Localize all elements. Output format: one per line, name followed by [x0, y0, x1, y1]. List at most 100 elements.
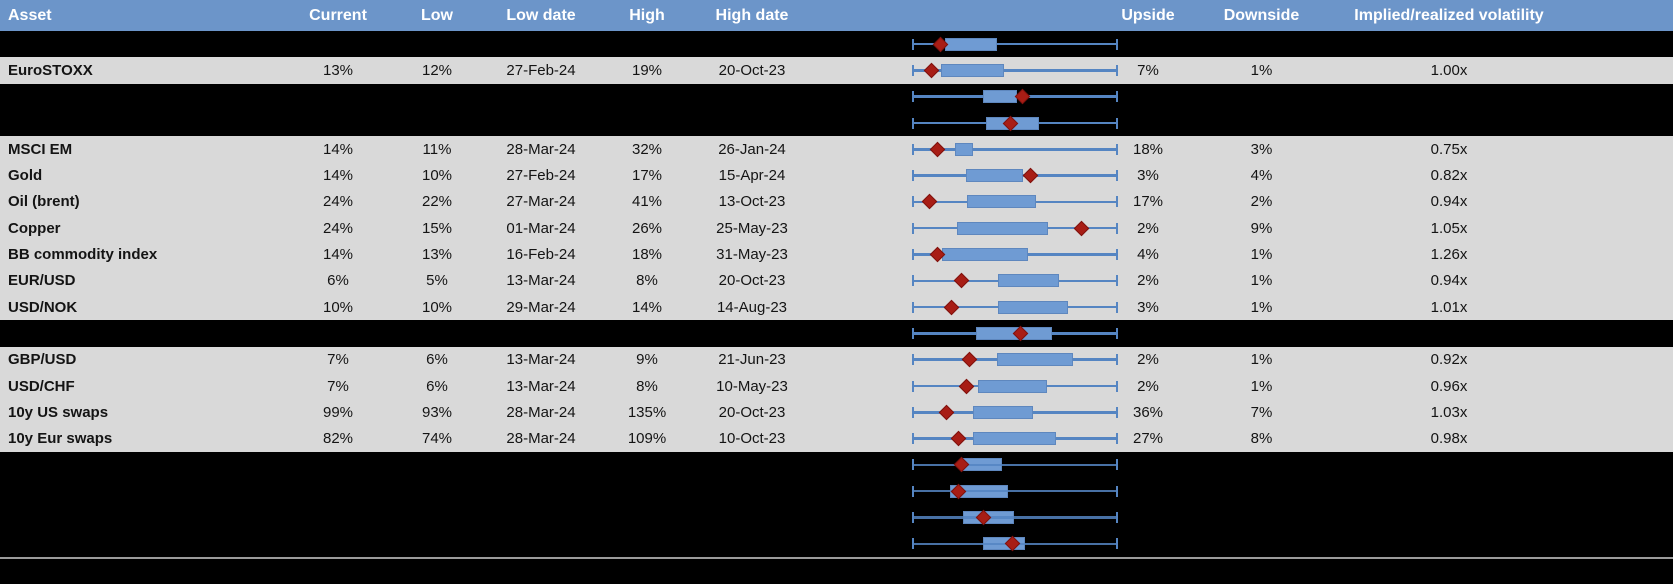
upside-cell: 3%	[1137, 167, 1159, 185]
whisker-cap-right	[1115, 143, 1119, 155]
current-marker-diamond	[929, 141, 945, 158]
whisker-cap-right	[1115, 64, 1119, 76]
table-header: Asset Current Low Low date High High dat…	[0, 0, 1673, 31]
downside-cell: 3%	[1250, 140, 1273, 158]
range-box	[998, 300, 1069, 314]
range-plot	[798, 504, 1119, 530]
whisker-cap-right	[1115, 485, 1119, 497]
whisker-cap-left	[911, 511, 915, 523]
header-high-date: High date	[715, 6, 789, 24]
low-date-cell: 27-Feb-24	[506, 167, 576, 185]
current-cell: 24%	[322, 193, 354, 211]
table-row: BB commodity index 14% 13% 16-Feb-24 18%…	[0, 241, 1673, 268]
range-plot	[798, 294, 1119, 320]
range-plot	[798, 189, 1119, 215]
high-cell: 8%	[636, 272, 658, 290]
range-box	[978, 379, 1047, 393]
header-downside: Downside	[1223, 6, 1300, 24]
range-plot	[798, 136, 1119, 162]
table-row: EuroSTOXX 13% 12% 27-Feb-24 19% 20-Oct-2…	[0, 57, 1673, 84]
current-marker-diamond	[944, 299, 960, 315]
range-plot	[798, 268, 1119, 294]
current-marker-diamond	[938, 404, 954, 421]
high-date-cell: 31-May-23	[716, 246, 788, 264]
low-date-cell: 28-Mar-24	[506, 403, 576, 421]
upside-cell: 27%	[1132, 430, 1164, 448]
upside-cell: 4%	[1137, 246, 1159, 264]
whisker-line	[913, 69, 1117, 72]
downside-cell: 9%	[1250, 219, 1273, 237]
implied-realized-cell: 1.05x	[1430, 219, 1468, 237]
range-plot	[798, 347, 1119, 373]
upside-cell: 7%	[1137, 61, 1159, 79]
implied-realized-cell: 1.01x	[1430, 298, 1468, 316]
current-cell: 7%	[327, 377, 349, 395]
whisker-cap-left	[911, 406, 915, 418]
asset-cell: Oil (brent)	[8, 193, 80, 211]
range-box	[957, 221, 1049, 235]
range-plot	[798, 215, 1119, 241]
downside-cell: 1%	[1250, 246, 1273, 264]
asset-cell: EUR/USD	[8, 272, 76, 290]
low-date-cell: 27-Feb-24	[506, 61, 576, 79]
current-cell: 7%	[327, 351, 349, 369]
whisker-line	[913, 516, 1117, 519]
high-date-cell: 20-Oct-23	[718, 272, 786, 290]
whisker-cap-left	[911, 327, 915, 339]
downside-cell: 2%	[1250, 193, 1273, 211]
upside-cell: 2%	[1137, 219, 1159, 237]
low-cell: 6%	[426, 351, 448, 369]
low-date-cell: 27-Mar-24	[506, 193, 576, 211]
table-row	[0, 530, 1673, 557]
whisker-cap-left	[911, 538, 915, 550]
current-marker-diamond	[954, 273, 970, 289]
table-row: MSCI EM 14% 11% 28-Mar-24 32% 26-Jan-24 …	[0, 136, 1673, 163]
current-marker-diamond	[950, 430, 966, 447]
table-row: Gold 14% 10% 27-Feb-24 17% 15-Apr-24 3% …	[0, 162, 1673, 189]
range-box	[966, 169, 1023, 183]
table-row	[0, 320, 1673, 347]
range-plot	[798, 425, 1119, 451]
whisker-cap-right	[1115, 301, 1119, 313]
header-low: Low	[421, 6, 453, 24]
table-row: Copper 24% 15% 01-Mar-24 26% 25-May-23 2…	[0, 215, 1673, 242]
upside-cell: 2%	[1137, 377, 1159, 395]
low-cell: 6%	[426, 377, 448, 395]
header-upside: Upside	[1121, 6, 1175, 24]
low-cell: 74%	[421, 430, 453, 448]
range-box	[967, 195, 1036, 209]
high-date-cell: 10-May-23	[716, 377, 788, 395]
range-plot	[798, 373, 1119, 399]
high-cell: 41%	[631, 193, 663, 211]
implied-realized-cell: 0.82x	[1430, 167, 1468, 185]
downside-cell: 1%	[1250, 377, 1273, 395]
high-cell: 8%	[636, 377, 658, 395]
current-marker-diamond	[1073, 220, 1089, 236]
asset-cell: Copper	[8, 219, 61, 237]
current-cell: 13%	[322, 61, 354, 79]
whisker-cap-left	[911, 301, 915, 313]
whisker-line	[913, 463, 1117, 467]
asset-cell: EuroSTOXX	[8, 61, 93, 79]
whisker-cap-left	[911, 275, 915, 287]
table-row: USD/NOK 10% 10% 29-Mar-24 14% 14-Aug-23 …	[0, 293, 1673, 321]
high-date-cell: 15-Apr-24	[718, 167, 786, 185]
range-plot	[798, 110, 1119, 136]
implied-realized-cell: 0.92x	[1430, 351, 1468, 369]
downside-cell: 8%	[1250, 430, 1273, 448]
whisker-line	[913, 42, 1117, 46]
whisker-cap-left	[911, 380, 915, 392]
asset-cell: BB commodity index	[8, 246, 158, 264]
whisker-cap-right	[1115, 354, 1119, 366]
current-cell: 82%	[322, 430, 354, 448]
low-cell: 13%	[421, 246, 453, 264]
low-cell: 22%	[421, 193, 453, 211]
low-cell: 15%	[421, 219, 453, 237]
downside-cell: 4%	[1250, 167, 1273, 185]
low-cell: 93%	[421, 403, 453, 421]
current-marker-diamond	[962, 351, 978, 368]
implied-realized-cell: 1.03x	[1430, 403, 1468, 421]
table-row	[0, 83, 1673, 110]
current-cell: 24%	[322, 219, 354, 237]
whisker-cap-left	[911, 433, 915, 445]
